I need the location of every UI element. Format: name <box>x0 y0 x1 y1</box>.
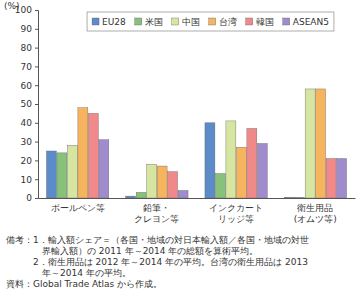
legend-label: 米国 <box>145 17 163 27</box>
tick: 80 <box>21 43 38 53</box>
bar <box>215 174 225 198</box>
axis-title: (%) <box>4 1 20 11</box>
tick-label: 10 <box>21 175 33 185</box>
tick: 40 <box>21 118 38 128</box>
bar <box>168 172 178 198</box>
tick-mark <box>35 179 38 180</box>
tick-label: 60 <box>21 81 33 91</box>
tick-label: 50 <box>21 99 33 109</box>
tick: 90 <box>21 24 38 34</box>
bar <box>178 190 188 198</box>
note: 備考：1．輸入額シェア＝（各国・地域の対日本輸入額／各国・地域の対世 <box>6 235 309 245</box>
bar <box>257 143 267 198</box>
tick-mark <box>35 85 38 86</box>
bar <box>157 166 167 198</box>
bar <box>247 128 257 198</box>
bar <box>88 113 98 198</box>
tick-mark <box>35 142 38 143</box>
tick-mark <box>35 160 38 161</box>
note: 資料：Global Trade Atlas から作成。 <box>6 279 162 289</box>
bar <box>305 89 315 198</box>
legend-label: ASEAN5 <box>293 17 329 27</box>
note: 界輸入額）の 2011 年～2014 年の総額を算術平均。 <box>6 246 258 256</box>
tick-label: 20 <box>21 156 33 166</box>
tick-mark <box>35 123 38 124</box>
bar <box>316 89 326 198</box>
tick-label: 鉛筆・クレヨン等 <box>134 203 179 224</box>
axis-line <box>35 11 39 199</box>
bar <box>236 147 246 198</box>
tick-mark <box>35 48 38 49</box>
legend-box <box>87 12 334 31</box>
tick: 衛生用品(オムツ等) <box>294 198 337 224</box>
bar <box>46 151 56 198</box>
legend: EU28 米国 中国 台湾 韓国 ASEAN5 <box>87 12 334 31</box>
note: 年～2014 年の平均。 <box>6 268 131 278</box>
bar <box>326 159 336 198</box>
tick: ボールペン等 <box>51 198 105 213</box>
legend-swatch <box>92 18 99 25</box>
tick: インクカートリッジ等 <box>209 198 263 224</box>
bars <box>46 89 346 198</box>
tick-label: 70 <box>21 62 33 72</box>
bar <box>136 192 146 198</box>
legend-swatch <box>283 18 290 25</box>
tick: 30 <box>21 137 38 147</box>
tick: 10 <box>21 175 38 185</box>
tick-label: 90 <box>21 24 33 34</box>
chart: 0102030405060708090100ボールペン等鉛筆・クレヨン等インクカ… <box>0 0 361 293</box>
legend-swatch <box>172 18 179 25</box>
bar <box>147 164 157 198</box>
bar <box>57 153 67 198</box>
tick-mark <box>35 29 38 30</box>
tick-mark <box>35 104 38 105</box>
tick-label: ボールペン等 <box>51 203 105 213</box>
bar <box>295 197 305 198</box>
bar <box>226 121 236 198</box>
note: 2．衛生用品は 2012 年～2014 年の平均。台湾の衛生用品は 2013 <box>6 257 308 267</box>
bar <box>284 197 294 198</box>
bar <box>67 145 77 198</box>
tick-label: 30 <box>21 137 33 147</box>
legend-label: 中国 <box>182 17 200 27</box>
bar <box>126 196 136 198</box>
plot: 0102030405060708090100ボールペン等鉛筆・クレヨン等インクカ… <box>15 5 356 224</box>
tick-mark <box>35 66 38 67</box>
legend-swatch <box>209 18 216 25</box>
tick-label: 衛生用品(オムツ等) <box>294 203 337 224</box>
x-axis: ボールペン等 鉛筆・クレヨン等 インクカートリッジ等 衛生用品(オムツ等) <box>39 198 356 224</box>
tick: 50 <box>21 99 38 109</box>
legend-label: EU28 <box>102 17 126 27</box>
legend-swatch <box>135 18 142 25</box>
bar <box>78 108 88 198</box>
tick: 70 <box>21 62 38 72</box>
legend-label: 韓国 <box>256 17 274 27</box>
y-axis: 0102030405060708090100 <box>15 5 39 203</box>
legend-swatch <box>246 18 253 25</box>
bar <box>99 140 109 198</box>
tick-label: 0 <box>26 193 32 203</box>
tick-label: インクカートリッジ等 <box>209 203 263 224</box>
axis-line <box>39 198 356 199</box>
tick: 60 <box>21 81 38 91</box>
bar <box>337 159 347 198</box>
tick-label: 80 <box>21 43 33 53</box>
tick-mark <box>35 10 38 11</box>
tick: 0 <box>26 193 38 203</box>
tick: 20 <box>21 156 38 166</box>
legend-label: 台湾 <box>219 17 237 27</box>
tick-mark <box>35 198 38 199</box>
tick-label: 40 <box>21 118 33 128</box>
tick: 鉛筆・クレヨン等 <box>134 198 179 224</box>
bar <box>205 123 215 198</box>
